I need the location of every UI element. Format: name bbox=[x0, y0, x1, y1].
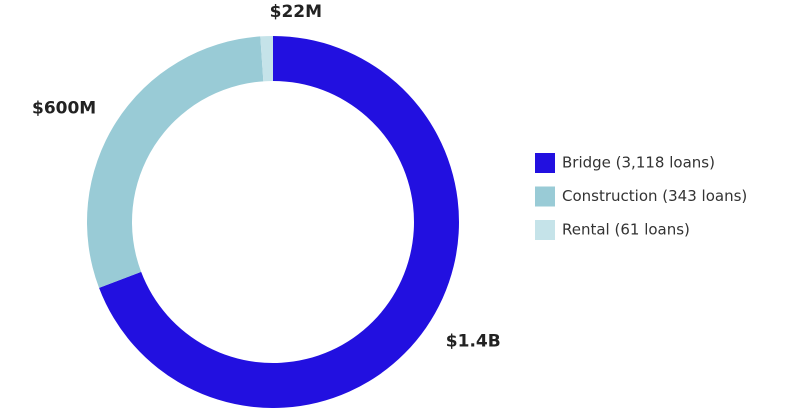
donut-slice bbox=[260, 36, 273, 82]
legend-label: Bridge (3,118 loans) bbox=[562, 154, 715, 172]
donut-slice bbox=[86, 36, 264, 288]
value-label: $600M bbox=[32, 99, 96, 119]
value-label: $1.4B bbox=[446, 331, 501, 351]
legend-swatch bbox=[535, 153, 555, 173]
legend-label: Construction (343 loans) bbox=[562, 187, 747, 205]
legend-swatch bbox=[535, 186, 555, 207]
legend-swatch bbox=[535, 220, 555, 240]
legend-label: Rental (61 loans) bbox=[562, 221, 690, 239]
value-label: $22M bbox=[270, 2, 322, 22]
